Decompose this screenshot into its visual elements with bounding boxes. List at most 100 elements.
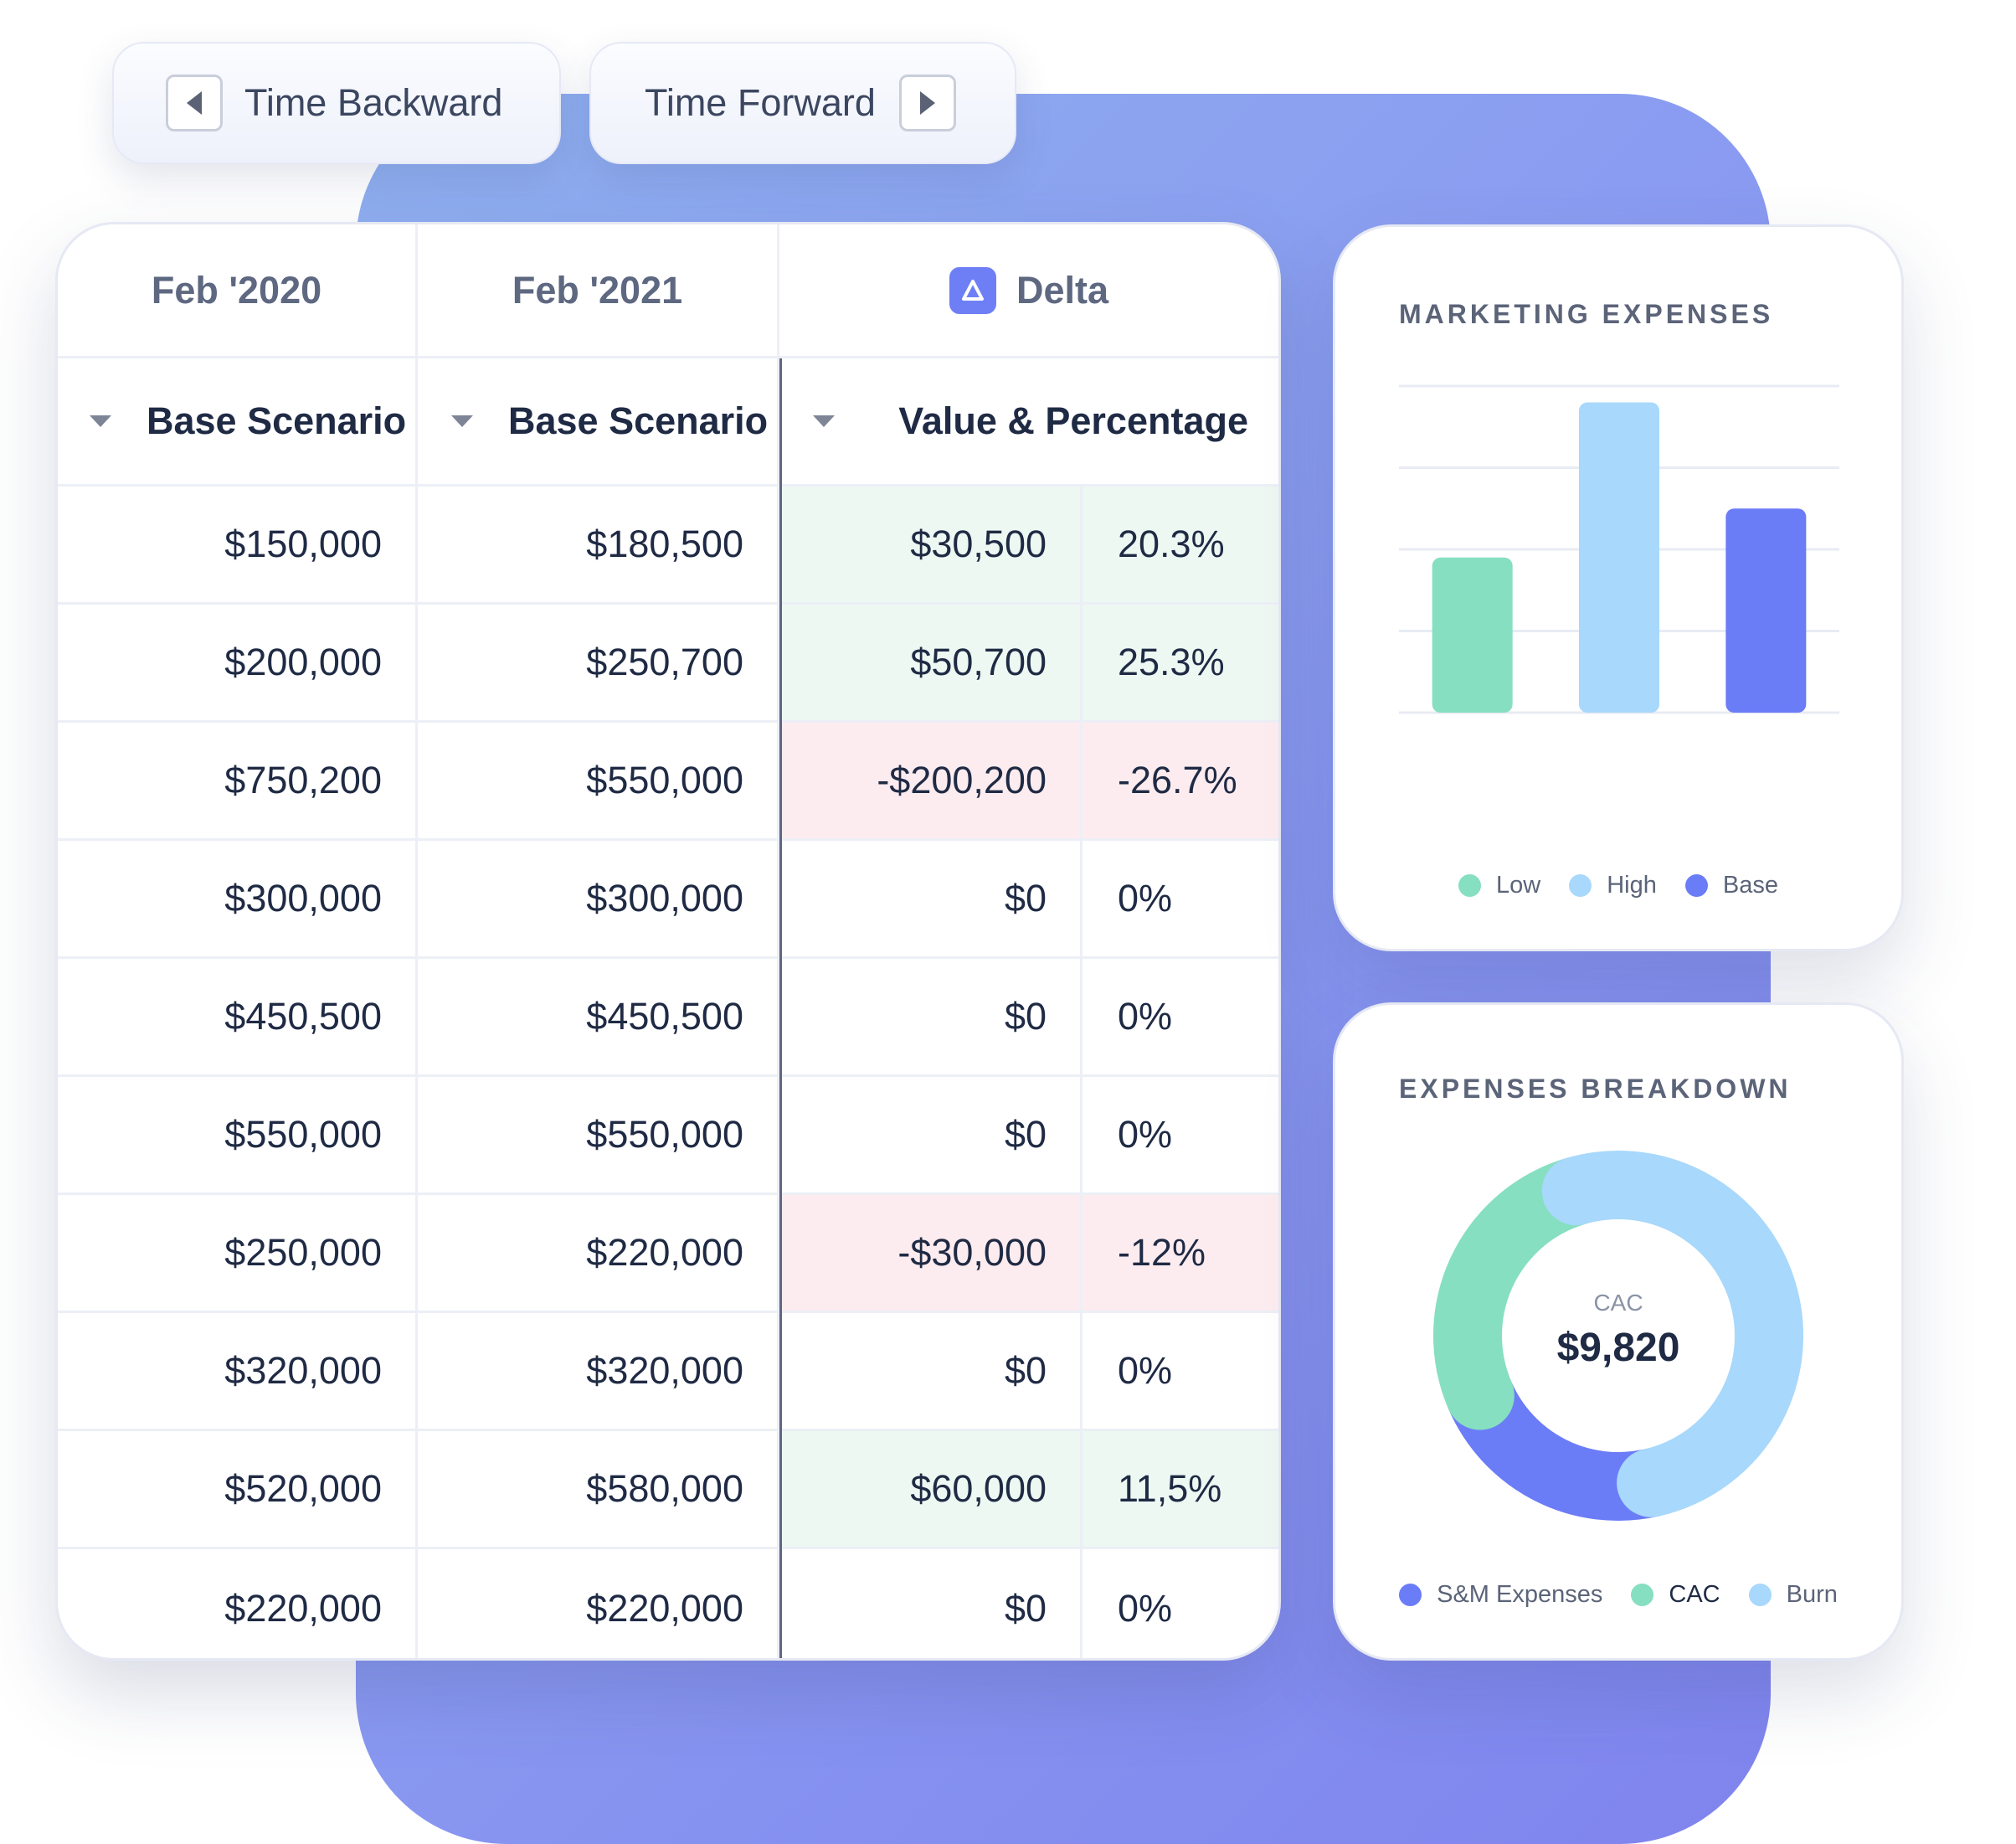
value-2021-cell: $220,000 <box>418 1549 779 1658</box>
legend-item-cac: CAC <box>1631 1581 1720 1609</box>
scenario-label-2020: Base Scenario <box>147 399 407 442</box>
table-row[interactable]: $450,500 $450,500 $0 0% <box>58 959 1278 1077</box>
time-backward-label: Time Backward <box>244 81 503 124</box>
delta-value-cell: -$30,000 <box>779 1195 1083 1311</box>
delta-percent-cell: 0% <box>1118 1586 1173 1630</box>
value-2021-cell: $250,700 <box>418 605 779 720</box>
legend-label: Low <box>1496 872 1541 899</box>
expenses-breakdown-title: EXPENSES BREAKDOWN <box>1399 1074 1792 1104</box>
delta-value-cell: $50,700 <box>779 605 1083 720</box>
delta-value-cell: $30,500 <box>779 487 1083 602</box>
donut-center-value: $9,820 <box>1556 1326 1680 1370</box>
table-row[interactable]: $520,000 $580,000 $60,000 11,5% <box>58 1431 1278 1549</box>
legend-label: Burn <box>1786 1581 1838 1608</box>
time-forward-label: Time Forward <box>645 81 876 124</box>
legend-label: High <box>1607 872 1657 899</box>
time-backward-button[interactable]: Time Backward <box>112 42 561 164</box>
delta-percent-cell: 11,5% <box>1083 1431 1278 1547</box>
value-2020-cell: $520,000 <box>58 1431 418 1547</box>
legend-dot <box>1748 1584 1772 1606</box>
legend-item-s-m-expenses: S&M Expenses <box>1399 1581 1602 1609</box>
table-row[interactable]: $750,200 $550,000 -$200,200 -26.7% <box>58 723 1278 841</box>
table-row[interactable]: $250,000 $220,000 -$30,000 -12% <box>58 1195 1278 1313</box>
value-2020-cell: $250,000 <box>58 1195 418 1311</box>
column-divider <box>779 358 782 1658</box>
legend-dot <box>1399 1584 1422 1606</box>
delta-percent-cell: -26.7% <box>1083 723 1278 838</box>
legend-item-base: Base <box>1684 872 1778 899</box>
delta-percent-cell: 0% <box>1118 1113 1173 1156</box>
value-2021-cell: $550,000 <box>418 1077 779 1192</box>
arrow-left-icon <box>166 75 223 131</box>
arrow-right-icon <box>898 75 956 131</box>
bar-base[interactable] <box>1725 508 1807 713</box>
comparison-table-card: Feb '2020 Feb '2021 Delta Base Scenario … <box>55 222 1281 1661</box>
expenses-breakdown-card: EXPENSES BREAKDOWN CAC $9,820 S&M Expens… <box>1333 1002 1904 1661</box>
legend-label: CAC <box>1669 1581 1720 1608</box>
column-header-feb-2020[interactable]: Feb '2020 <box>58 224 418 356</box>
legend-dot <box>1569 874 1592 897</box>
legend-item-burn: Burn <box>1748 1581 1838 1609</box>
table-row[interactable]: $320,000 $320,000 $0 0% <box>58 1313 1278 1431</box>
delta-value-cell: $0 <box>779 959 1083 1074</box>
table-row[interactable]: $300,000 $300,000 $0 0% <box>58 841 1278 959</box>
delta-percent-cell: 0% <box>1118 995 1173 1038</box>
value-2020-cell: $200,000 <box>58 605 418 720</box>
delta-mode-select[interactable]: Value & Percentage <box>779 358 1278 484</box>
caret-down-icon <box>451 415 473 427</box>
column-header-delta[interactable]: Delta <box>779 224 1278 356</box>
column-header-feb-2021[interactable]: Feb '2021 <box>418 224 779 356</box>
legend-item-high: High <box>1569 872 1657 899</box>
value-2021-cell: $320,000 <box>418 1313 779 1429</box>
delta-value-cell: $0 <box>779 1549 1083 1658</box>
value-2020-cell: $150,000 <box>58 487 418 602</box>
donut-center-label: CAC <box>1593 1290 1643 1316</box>
donut-segment-burn[interactable] <box>1432 1149 1805 1522</box>
bar-high[interactable] <box>1579 402 1659 713</box>
scenario-label-2021: Base Scenario <box>508 399 769 442</box>
value-2020-cell: $300,000 <box>58 841 418 956</box>
table-row[interactable]: $550,000 $550,000 $0 0% <box>58 1077 1278 1195</box>
delta-value-cell: $60,000 <box>779 1431 1083 1547</box>
marketing-expenses-card: MARKETING EXPENSES Low High Base <box>1333 224 1904 951</box>
value-2020-cell: $220,000 <box>58 1549 418 1658</box>
delta-percent-cell: 0% <box>1118 877 1173 919</box>
marketing-bar-chart <box>1399 384 1839 714</box>
marketing-legend: Low High Base <box>1335 872 1901 899</box>
table-row[interactable]: $150,000 $180,500 $30,500 20.3% <box>58 487 1278 605</box>
value-2021-cell: $550,000 <box>418 723 779 838</box>
caret-down-icon <box>813 415 835 427</box>
delta-percent-cell: 25.3% <box>1083 605 1278 720</box>
delta-percent-cell: 20.3% <box>1083 487 1278 602</box>
value-2021-cell: $180,500 <box>418 487 779 602</box>
value-2021-cell: $580,000 <box>418 1431 779 1547</box>
value-2020-cell: $550,000 <box>58 1077 418 1192</box>
delta-value-cell: $0 <box>779 841 1083 956</box>
table-row[interactable]: $220,000 $220,000 $0 0% <box>58 1549 1278 1658</box>
legend-dot <box>1684 874 1708 897</box>
breakdown-legend: S&M Expenses CAC Burn <box>1335 1581 1901 1609</box>
value-2021-cell: $220,000 <box>418 1195 779 1311</box>
value-2020-cell: $750,200 <box>58 723 418 838</box>
delta-mode-label: Value & Percentage <box>898 399 1248 442</box>
marketing-expenses-title: MARKETING EXPENSES <box>1399 299 1774 329</box>
expenses-donut-chart <box>1432 1149 1805 1522</box>
delta-label: Delta <box>1016 268 1109 312</box>
value-2020-cell: $450,500 <box>58 959 418 1074</box>
table-row[interactable]: $200,000 $250,700 $50,700 25.3% <box>58 605 1278 723</box>
legend-item-low: Low <box>1458 872 1540 899</box>
bar-low[interactable] <box>1432 557 1513 713</box>
time-forward-button[interactable]: Time Forward <box>589 42 1016 164</box>
legend-dot <box>1631 1584 1654 1606</box>
value-2021-cell: $450,500 <box>418 959 779 1074</box>
delta-icon <box>949 266 996 314</box>
scenario-select-2021[interactable]: Base Scenario <box>418 358 779 484</box>
delta-percent-cell: -12% <box>1083 1195 1278 1311</box>
delta-value-cell: -$200,200 <box>779 723 1083 838</box>
delta-value-cell: $0 <box>779 1077 1083 1192</box>
table-header-scenarios: Base Scenario Base Scenario Value & Perc… <box>58 358 1278 487</box>
value-2020-cell: $320,000 <box>58 1313 418 1429</box>
legend-label: Base <box>1722 872 1778 899</box>
legend-dot <box>1458 874 1482 897</box>
scenario-select-2020[interactable]: Base Scenario <box>58 358 418 484</box>
